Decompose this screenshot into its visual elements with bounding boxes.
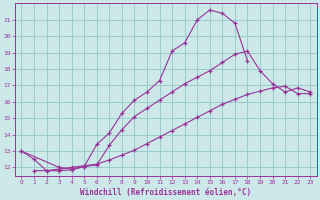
X-axis label: Windchill (Refroidissement éolien,°C): Windchill (Refroidissement éolien,°C) <box>80 188 252 197</box>
